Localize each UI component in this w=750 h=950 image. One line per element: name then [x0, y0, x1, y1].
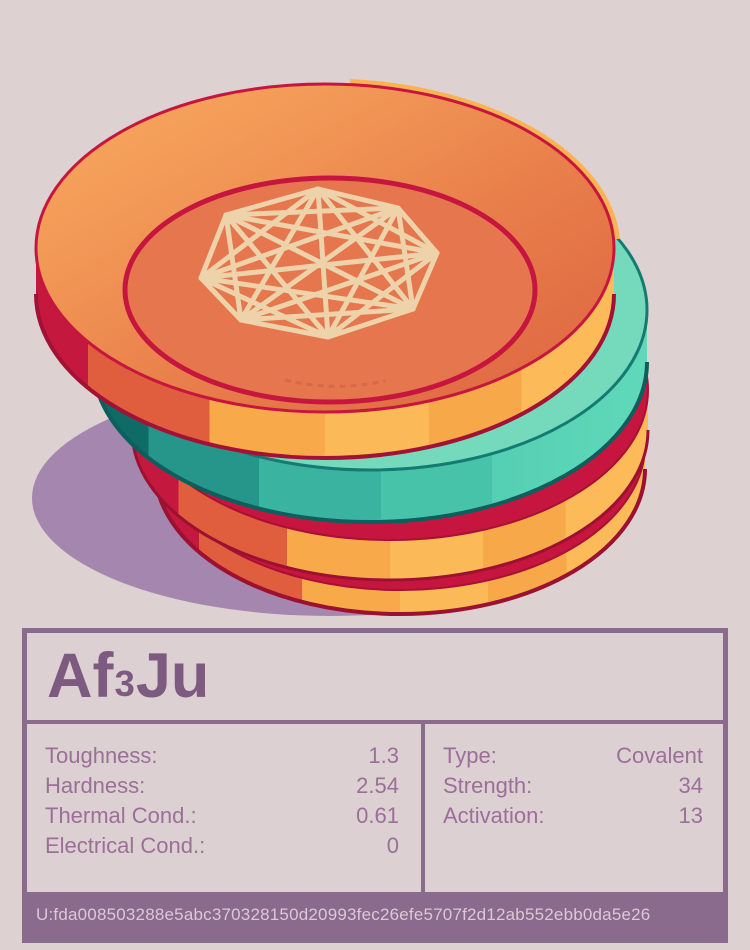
property-value: 0.61 — [356, 803, 399, 828]
hash-text: U:fda008503288e5abc370328150d20993fec26e… — [36, 905, 651, 924]
property-row: Strength: 34 — [443, 771, 703, 801]
disc-bottom-edge — [153, 468, 647, 616]
property-label: Hardness: — [45, 773, 146, 798]
properties-section: Toughness: 1.3 Hardness: 2.54 Thermal Co… — [27, 724, 723, 892]
formula-suffix: Ju — [135, 641, 210, 711]
property-label: Activation: — [443, 803, 545, 828]
property-value: 34 — [678, 773, 703, 798]
material-card: Af 3 Ju Toughness: 1.3 Hardness: 2.54 Ther… — [22, 628, 728, 943]
property-value: 2.54 — [356, 773, 399, 798]
disc-stack-illustration — [32, 79, 650, 616]
formula-subscript: 3 — [114, 662, 135, 704]
property-value: 1.3 — [368, 743, 399, 768]
disc-2-side — [132, 390, 648, 580]
property-row: Hardness: 2.54 — [45, 771, 399, 801]
disc-teal-side — [93, 310, 647, 522]
property-label: Type: — [443, 743, 497, 768]
property-label: Thermal Cond.: — [45, 803, 197, 828]
disc-top-rim-highlight — [349, 79, 620, 240]
engraving-marks — [284, 378, 386, 388]
disc-teal-edge — [91, 361, 649, 524]
disc-top-edge — [34, 293, 616, 460]
property-row: Electrical Cond.: 0 — [45, 831, 399, 861]
property-value: Covalent — [616, 743, 703, 768]
property-label: Strength: — [443, 773, 533, 798]
property-label: Toughness: — [45, 743, 158, 768]
disc-top — [34, 79, 620, 460]
property-label: Electrical Cond.: — [45, 833, 206, 858]
hash-footer: U:fda008503288e5abc370328150d20993fec26e… — [27, 892, 723, 938]
property-row: Toughness: 1.3 — [45, 741, 399, 771]
property-row: Thermal Cond.: 0.61 — [45, 801, 399, 831]
disc-2-edge — [130, 429, 650, 582]
properties-column-left: Toughness: 1.3 Hardness: 2.54 Thermal Co… — [27, 724, 421, 892]
properties-column-right: Type: Covalent Strength: 34 Activation: … — [421, 724, 723, 892]
formula-prefix: Af — [47, 641, 114, 711]
disc-bottom-side — [155, 445, 645, 614]
disc-top-side — [36, 248, 614, 458]
page-title: Af 3 Ju — [27, 633, 723, 724]
property-row: Type: Covalent — [443, 741, 703, 771]
property-value: 0 — [386, 833, 399, 858]
polyhedron-wireframe-icon — [198, 186, 440, 340]
property-value: 13 — [678, 803, 703, 828]
property-row: Activation: 13 — [443, 801, 703, 831]
